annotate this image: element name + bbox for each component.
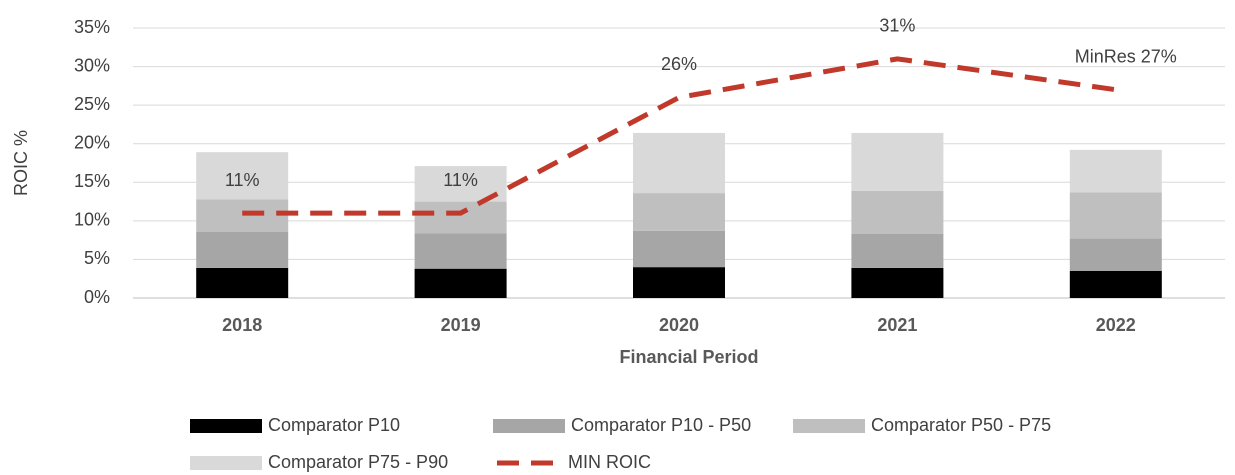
data-label: 26% bbox=[661, 54, 697, 74]
data-label: 11% bbox=[225, 170, 260, 190]
y-tick-label: 5% bbox=[84, 248, 110, 268]
legend-swatch bbox=[493, 419, 565, 433]
bar-segment bbox=[414, 233, 507, 269]
x-axis-title: Financial Period bbox=[619, 347, 758, 367]
bar-segment bbox=[633, 193, 725, 231]
x-tick-label: 2022 bbox=[1096, 315, 1136, 335]
x-tick-label: 2020 bbox=[659, 315, 699, 335]
bar-segment bbox=[1069, 238, 1162, 271]
bar-segment bbox=[851, 190, 944, 234]
legend-label: Comparator P50 - P75 bbox=[871, 415, 1051, 435]
data-label: MinRes 27% bbox=[1075, 46, 1177, 66]
bar-segment bbox=[196, 152, 289, 200]
y-axis-title: ROIC % bbox=[11, 130, 31, 196]
legend-swatch bbox=[190, 419, 262, 433]
y-tick-label: 20% bbox=[74, 132, 110, 152]
bar-segment bbox=[851, 233, 944, 268]
bar-segment bbox=[1069, 149, 1162, 193]
bar-segment bbox=[414, 201, 507, 234]
data-label: 31% bbox=[879, 16, 915, 36]
bar-segment bbox=[196, 267, 289, 298]
x-tick-label: 2021 bbox=[877, 315, 917, 335]
bar-segment bbox=[851, 132, 944, 191]
y-tick-label: 35% bbox=[74, 17, 110, 37]
legend-label: Comparator P10 bbox=[268, 415, 400, 435]
bar-segment bbox=[196, 231, 289, 268]
bar-segment bbox=[414, 268, 507, 298]
legend-label: Comparator P75 - P90 bbox=[268, 452, 448, 472]
bar-segment bbox=[1069, 192, 1162, 239]
data-label: 11% bbox=[443, 170, 478, 190]
y-tick-label: 30% bbox=[74, 55, 110, 75]
bar-segment bbox=[851, 267, 944, 298]
legend-swatch bbox=[793, 419, 865, 433]
y-tick-label: 10% bbox=[74, 210, 110, 230]
line bbox=[242, 56, 1117, 216]
x-tick-label: 2018 bbox=[222, 315, 262, 335]
legend-swatch bbox=[190, 456, 262, 470]
bar-segment bbox=[633, 267, 725, 298]
legend-label: Comparator P10 - P50 bbox=[571, 415, 751, 435]
y-tick-label: 0% bbox=[84, 287, 110, 307]
y-tick-label: 15% bbox=[74, 171, 110, 191]
y-tick-label: 25% bbox=[74, 94, 110, 114]
legend-label: MIN ROIC bbox=[568, 452, 651, 472]
bar-segment bbox=[633, 230, 725, 268]
x-tick-label: 2019 bbox=[441, 315, 481, 335]
bar-segment bbox=[633, 132, 725, 194]
bar-segment bbox=[1069, 271, 1162, 298]
